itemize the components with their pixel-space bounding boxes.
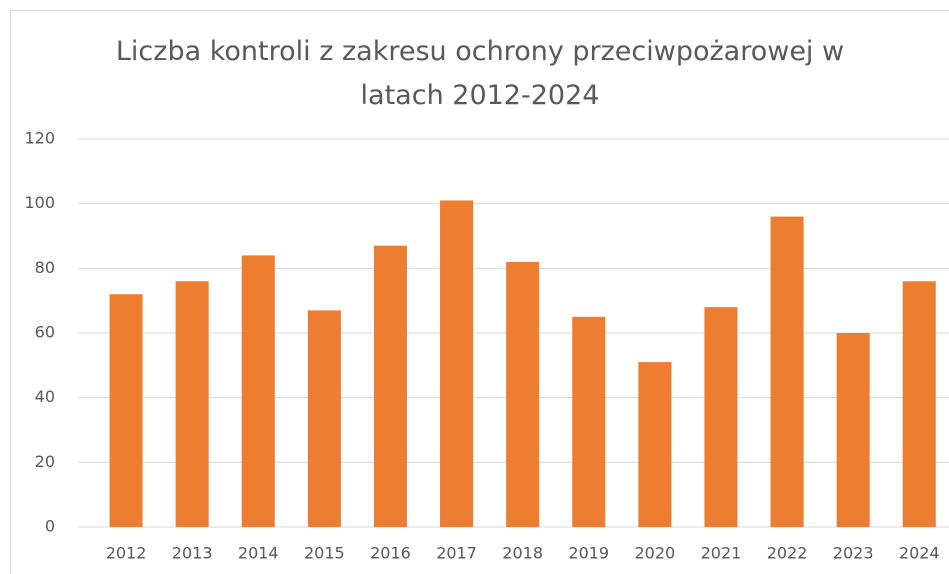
bar	[638, 362, 672, 527]
x-tick-label: 2016	[370, 544, 411, 563]
x-tick-label: 2019	[568, 544, 609, 563]
y-tick-label: 40	[35, 387, 55, 406]
bar	[440, 200, 474, 527]
x-tick-label: 2012	[106, 544, 147, 563]
x-tick-label: 2013	[172, 544, 213, 563]
x-tick-label: 2024	[899, 544, 940, 563]
chart-frame	[10, 10, 949, 574]
x-tick-label: 2017	[436, 544, 477, 563]
x-tick-label: 2020	[634, 544, 675, 563]
bar	[241, 255, 275, 527]
y-tick-label: 120	[24, 129, 55, 148]
bar	[902, 281, 936, 527]
x-tick-label: 2022	[767, 544, 808, 563]
y-tick-label: 60	[35, 323, 55, 342]
y-tick-label: 100	[24, 193, 55, 212]
x-tick-label: 2023	[833, 544, 874, 563]
bar	[836, 333, 870, 527]
bar	[704, 307, 738, 527]
chart-title: Liczba kontroli z zakresu ochrony przeci…	[115, 36, 845, 111]
bar	[572, 316, 606, 527]
x-tick-label: 2021	[701, 544, 742, 563]
x-tick-label: 2014	[238, 544, 279, 563]
bar	[373, 245, 407, 527]
y-tick-label: 0	[45, 517, 55, 536]
bar	[109, 294, 143, 527]
y-tick-label: 20	[35, 452, 55, 471]
bar	[307, 310, 341, 527]
x-tick-label: 2018	[502, 544, 543, 563]
bar	[506, 261, 540, 527]
y-tick-label: 80	[35, 258, 55, 277]
x-tick-label: 2015	[304, 544, 345, 563]
bar	[770, 216, 804, 527]
bar	[175, 281, 209, 527]
